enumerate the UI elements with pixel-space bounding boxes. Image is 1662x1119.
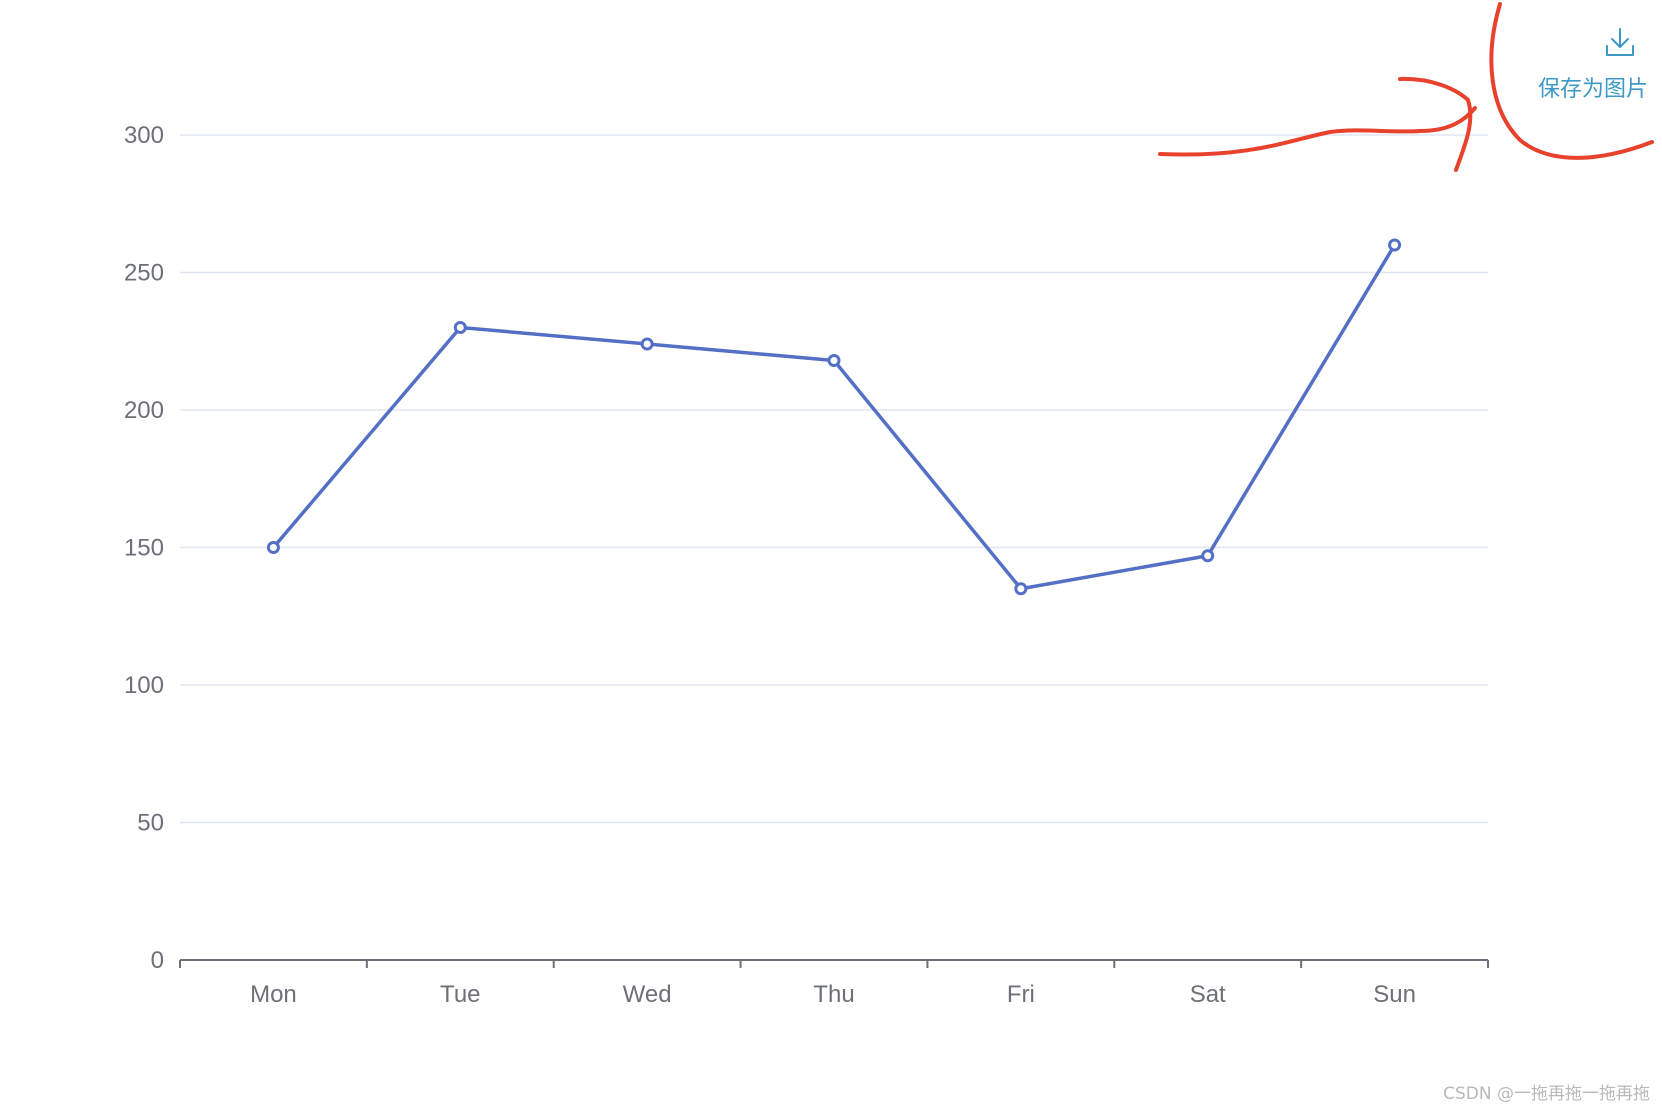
x-tick-label: Fri (1007, 981, 1035, 1008)
x-tick-label: Mon (250, 981, 297, 1008)
y-tick-label: 100 (124, 672, 164, 699)
watermark: CSDN @一拖再拖一拖再拖 (1443, 1084, 1650, 1104)
data-point[interactable] (1014, 582, 1028, 596)
x-tick-label: Sun (1373, 981, 1416, 1008)
grid-lines (180, 134, 1488, 824)
data-point[interactable] (453, 321, 467, 334)
data-point[interactable] (1388, 238, 1402, 252)
save-as-image-label: 保存为图片 (1537, 77, 1648, 102)
save-as-image-button[interactable]: 保存为图片 (1500, 26, 1648, 106)
data-point[interactable] (266, 541, 280, 554)
x-tick-label: Thu (813, 981, 854, 1008)
y-tick-label: 150 (124, 535, 164, 562)
y-tick-label: 200 (124, 397, 164, 424)
y-tick-label: 300 (124, 122, 164, 149)
y-tick-label: 50 (137, 810, 164, 837)
data-point[interactable] (1201, 549, 1215, 563)
x-tick-label: Wed (623, 981, 672, 1008)
y-tick-label: 250 (124, 260, 164, 287)
data-point[interactable] (640, 337, 654, 351)
x-tick-label: Tue (440, 981, 480, 1008)
series (266, 238, 1402, 596)
download-icon (1606, 28, 1634, 56)
y-axis: 0 50 100 150 200 250 300 (124, 122, 164, 974)
x-tick-label: Sat (1190, 981, 1226, 1008)
series-line (272, 244, 1397, 591)
x-axis: Mon Tue Wed Thu Fri Sat Sun (179, 959, 1489, 1008)
data-point[interactable] (827, 354, 841, 367)
y-tick-label: 0 (151, 947, 164, 974)
